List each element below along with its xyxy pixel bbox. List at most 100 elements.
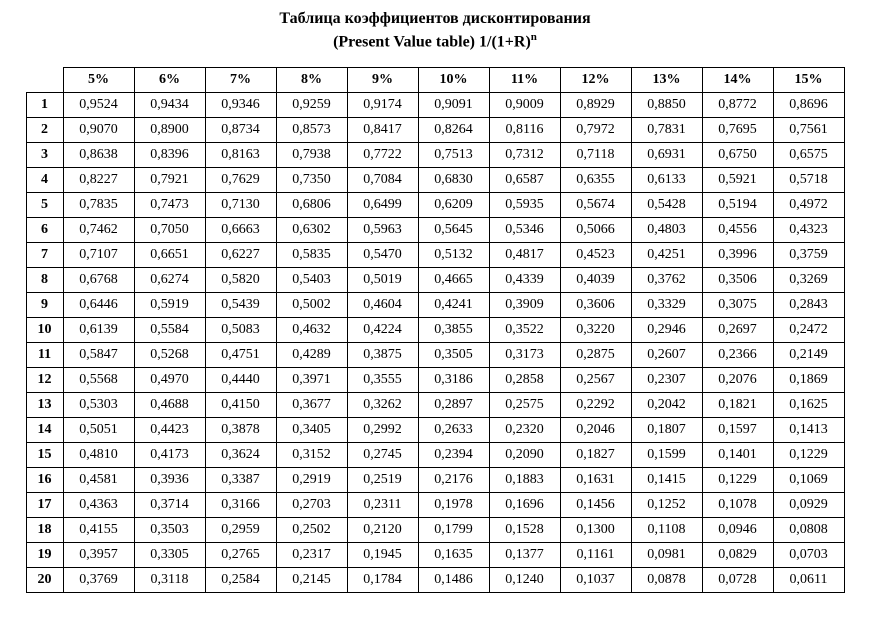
- rate-header: 15%: [773, 67, 844, 92]
- value-cell: 0,9524: [63, 92, 134, 117]
- value-cell: 0,2307: [631, 367, 702, 392]
- table-row: 60,74620,70500,66630,63020,59630,56450,5…: [26, 217, 844, 242]
- value-cell: 0,2919: [276, 467, 347, 492]
- value-cell: 0,2843: [773, 292, 844, 317]
- value-cell: 0,4817: [489, 242, 560, 267]
- value-cell: 0,4440: [205, 367, 276, 392]
- value-cell: 0,7695: [702, 117, 773, 142]
- value-cell: 0,2875: [560, 342, 631, 367]
- value-cell: 0,8638: [63, 142, 134, 167]
- value-cell: 0,8850: [631, 92, 702, 117]
- value-cell: 0,9070: [63, 117, 134, 142]
- value-cell: 0,3269: [773, 267, 844, 292]
- value-cell: 0,4556: [702, 217, 773, 242]
- value-cell: 0,5645: [418, 217, 489, 242]
- value-cell: 0,3677: [276, 392, 347, 417]
- value-cell: 0,5132: [418, 242, 489, 267]
- value-cell: 0,1945: [347, 542, 418, 567]
- value-cell: 0,4155: [63, 517, 134, 542]
- table-row: 70,71070,66510,62270,58350,54700,51320,4…: [26, 242, 844, 267]
- value-cell: 0,3166: [205, 492, 276, 517]
- title-line1: Таблица коэффициентов дисконтирования: [0, 8, 870, 30]
- value-cell: 0,3173: [489, 342, 560, 367]
- value-cell: 0,0929: [773, 492, 844, 517]
- value-cell: 0,7513: [418, 142, 489, 167]
- value-cell: 0,8396: [134, 142, 205, 167]
- value-cell: 0,2311: [347, 492, 418, 517]
- value-cell: 0,1161: [560, 542, 631, 567]
- value-cell: 0,7561: [773, 117, 844, 142]
- value-cell: 0,4803: [631, 217, 702, 242]
- period-header: 10: [26, 317, 63, 342]
- value-cell: 0,3262: [347, 392, 418, 417]
- value-cell: 0,4039: [560, 267, 631, 292]
- value-cell: 0,1696: [489, 492, 560, 517]
- table-row: 150,48100,41730,36240,31520,27450,23940,…: [26, 442, 844, 467]
- value-cell: 0,7473: [134, 192, 205, 217]
- value-cell: 0,3769: [63, 567, 134, 592]
- value-cell: 0,5847: [63, 342, 134, 367]
- value-cell: 0,3996: [702, 242, 773, 267]
- value-cell: 0,1807: [631, 417, 702, 442]
- period-header: 2: [26, 117, 63, 142]
- value-cell: 0,1821: [702, 392, 773, 417]
- value-cell: 0,0829: [702, 542, 773, 567]
- value-cell: 0,0808: [773, 517, 844, 542]
- value-cell: 0,6227: [205, 242, 276, 267]
- value-cell: 0,7107: [63, 242, 134, 267]
- title-line2-prefix: (Present Value table): [333, 33, 479, 50]
- value-cell: 0,4339: [489, 267, 560, 292]
- value-cell: 0,2567: [560, 367, 631, 392]
- value-cell: 0,1413: [773, 417, 844, 442]
- value-cell: 0,2633: [418, 417, 489, 442]
- value-cell: 0,3152: [276, 442, 347, 467]
- value-cell: 0,1869: [773, 367, 844, 392]
- table-row: 90,64460,59190,54390,50020,46040,42410,3…: [26, 292, 844, 317]
- table-body: 10,95240,94340,93460,92590,91740,90910,9…: [26, 92, 844, 592]
- value-cell: 0,6750: [702, 142, 773, 167]
- period-header: 18: [26, 517, 63, 542]
- value-cell: 0,4150: [205, 392, 276, 417]
- value-cell: 0,2765: [205, 542, 276, 567]
- value-cell: 0,9346: [205, 92, 276, 117]
- value-cell: 0,2959: [205, 517, 276, 542]
- value-cell: 0,0946: [702, 517, 773, 542]
- value-cell: 0,5066: [560, 217, 631, 242]
- value-cell: 0,4241: [418, 292, 489, 317]
- table-row: 10,95240,94340,93460,92590,91740,90910,9…: [26, 92, 844, 117]
- value-cell: 0,9174: [347, 92, 418, 117]
- rate-header: 10%: [418, 67, 489, 92]
- value-cell: 0,3503: [134, 517, 205, 542]
- value-cell: 0,1240: [489, 567, 560, 592]
- period-header: 9: [26, 292, 63, 317]
- value-cell: 0,6133: [631, 167, 702, 192]
- value-cell: 0,1401: [702, 442, 773, 467]
- value-cell: 0,1599: [631, 442, 702, 467]
- value-cell: 0,5963: [347, 217, 418, 242]
- value-cell: 0,3387: [205, 467, 276, 492]
- formula-exponent: n: [531, 31, 537, 43]
- value-cell: 0,2292: [560, 392, 631, 417]
- value-cell: 0,9009: [489, 92, 560, 117]
- value-cell: 0,1597: [702, 417, 773, 442]
- period-header: 15: [26, 442, 63, 467]
- value-cell: 0,3075: [702, 292, 773, 317]
- value-cell: 0,1037: [560, 567, 631, 592]
- value-cell: 0,2320: [489, 417, 560, 442]
- value-cell: 0,2120: [347, 517, 418, 542]
- value-cell: 0,5303: [63, 392, 134, 417]
- rate-header: 6%: [134, 67, 205, 92]
- value-cell: 0,9091: [418, 92, 489, 117]
- value-cell: 0,4423: [134, 417, 205, 442]
- value-cell: 0,5428: [631, 192, 702, 217]
- value-cell: 0,6446: [63, 292, 134, 317]
- value-cell: 0,3759: [773, 242, 844, 267]
- value-cell: 0,7350: [276, 167, 347, 192]
- value-cell: 0,2607: [631, 342, 702, 367]
- value-cell: 0,1784: [347, 567, 418, 592]
- value-cell: 0,5051: [63, 417, 134, 442]
- value-cell: 0,6806: [276, 192, 347, 217]
- value-cell: 0,5194: [702, 192, 773, 217]
- value-cell: 0,2472: [773, 317, 844, 342]
- value-cell: 0,4224: [347, 317, 418, 342]
